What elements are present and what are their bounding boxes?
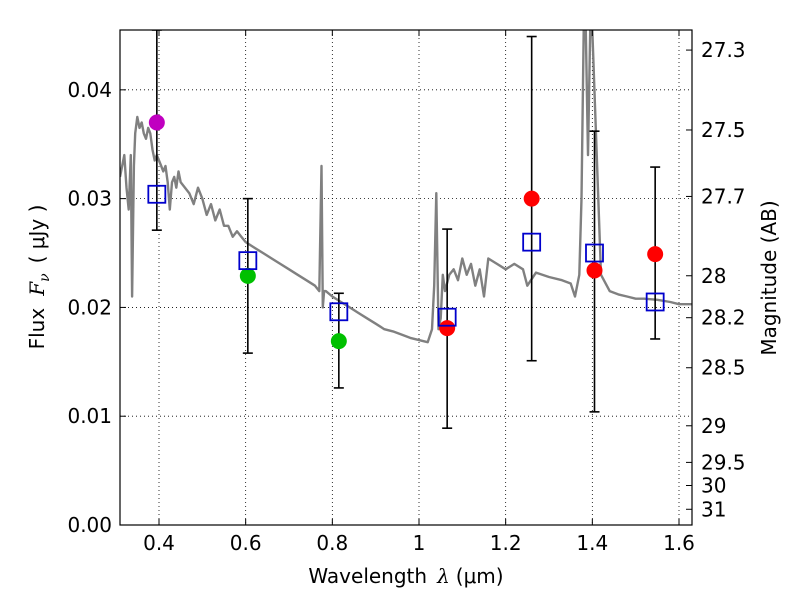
y-tick-labels: 0.00 0.01 0.02 0.03 0.04 (67, 78, 112, 537)
observed-flux-layer (148, 114, 664, 350)
y-axis-title: FluxFν( μJy ) (25, 205, 53, 350)
x-tick-label: 1.4 (576, 531, 608, 555)
model-sed-line (120, 30, 692, 344)
x-tick-label: 1.6 (663, 531, 695, 555)
y-tick-label: 0.03 (67, 187, 112, 211)
y-tick-label: 0.02 (67, 295, 112, 319)
x-tick-label: 1.2 (490, 531, 522, 555)
x-tick-labels: 0.4 0.6 0.8 1 1.2 1.4 1.6 (143, 531, 695, 555)
y-tick-label: 0.01 (67, 404, 112, 428)
model-photometry-point (329, 302, 349, 322)
observed-flux-point (586, 262, 603, 279)
x-tick-label: 0.4 (143, 531, 175, 555)
x-axis-title: Wavelength λ (μm) (308, 564, 503, 588)
y2-axis-title: Magnitude (AB) (757, 200, 781, 355)
model-photometry-point (522, 232, 542, 252)
mag-tick-label: 27.3 (701, 38, 746, 62)
mag-tick-label: 28 (701, 264, 726, 288)
mag-tick-label: 29.5 (701, 450, 746, 474)
mag-tick-label: 30 (701, 473, 726, 497)
mag-tick-label: 28.5 (701, 356, 746, 380)
y-tick-label: 0.00 (67, 513, 112, 537)
tick-marks (120, 30, 692, 526)
x-tick-label: 1 (413, 531, 426, 555)
model-sed-layer (120, 30, 692, 344)
model-photometry-point (585, 243, 604, 263)
observed-flux-point (239, 267, 256, 284)
observed-flux-point (523, 190, 540, 207)
observed-flux-point (439, 320, 456, 337)
observed-flux-point (148, 114, 165, 131)
model-photometry-point (238, 251, 258, 271)
x-tick-label: 0.6 (230, 531, 262, 555)
mag-tick-label: 29 (701, 414, 726, 438)
model-photometry-point (437, 307, 457, 327)
y-tick-label: 0.04 (67, 78, 112, 102)
observed-flux-point (647, 246, 664, 263)
plot-frame (119, 29, 693, 526)
mag-tick-label: 28.2 (701, 306, 746, 330)
model-photometry-point (645, 292, 665, 312)
mag-tick-label: 27.7 (701, 184, 746, 208)
model-photometry-layer (147, 184, 665, 327)
grid-lines (120, 30, 692, 526)
mag-tick-label: 27.5 (701, 118, 746, 142)
mag-tick-label: 31 (701, 497, 726, 521)
observed-flux-point (330, 333, 347, 350)
model-photometry-point (147, 184, 167, 204)
x-tick-label: 0.8 (316, 531, 348, 555)
